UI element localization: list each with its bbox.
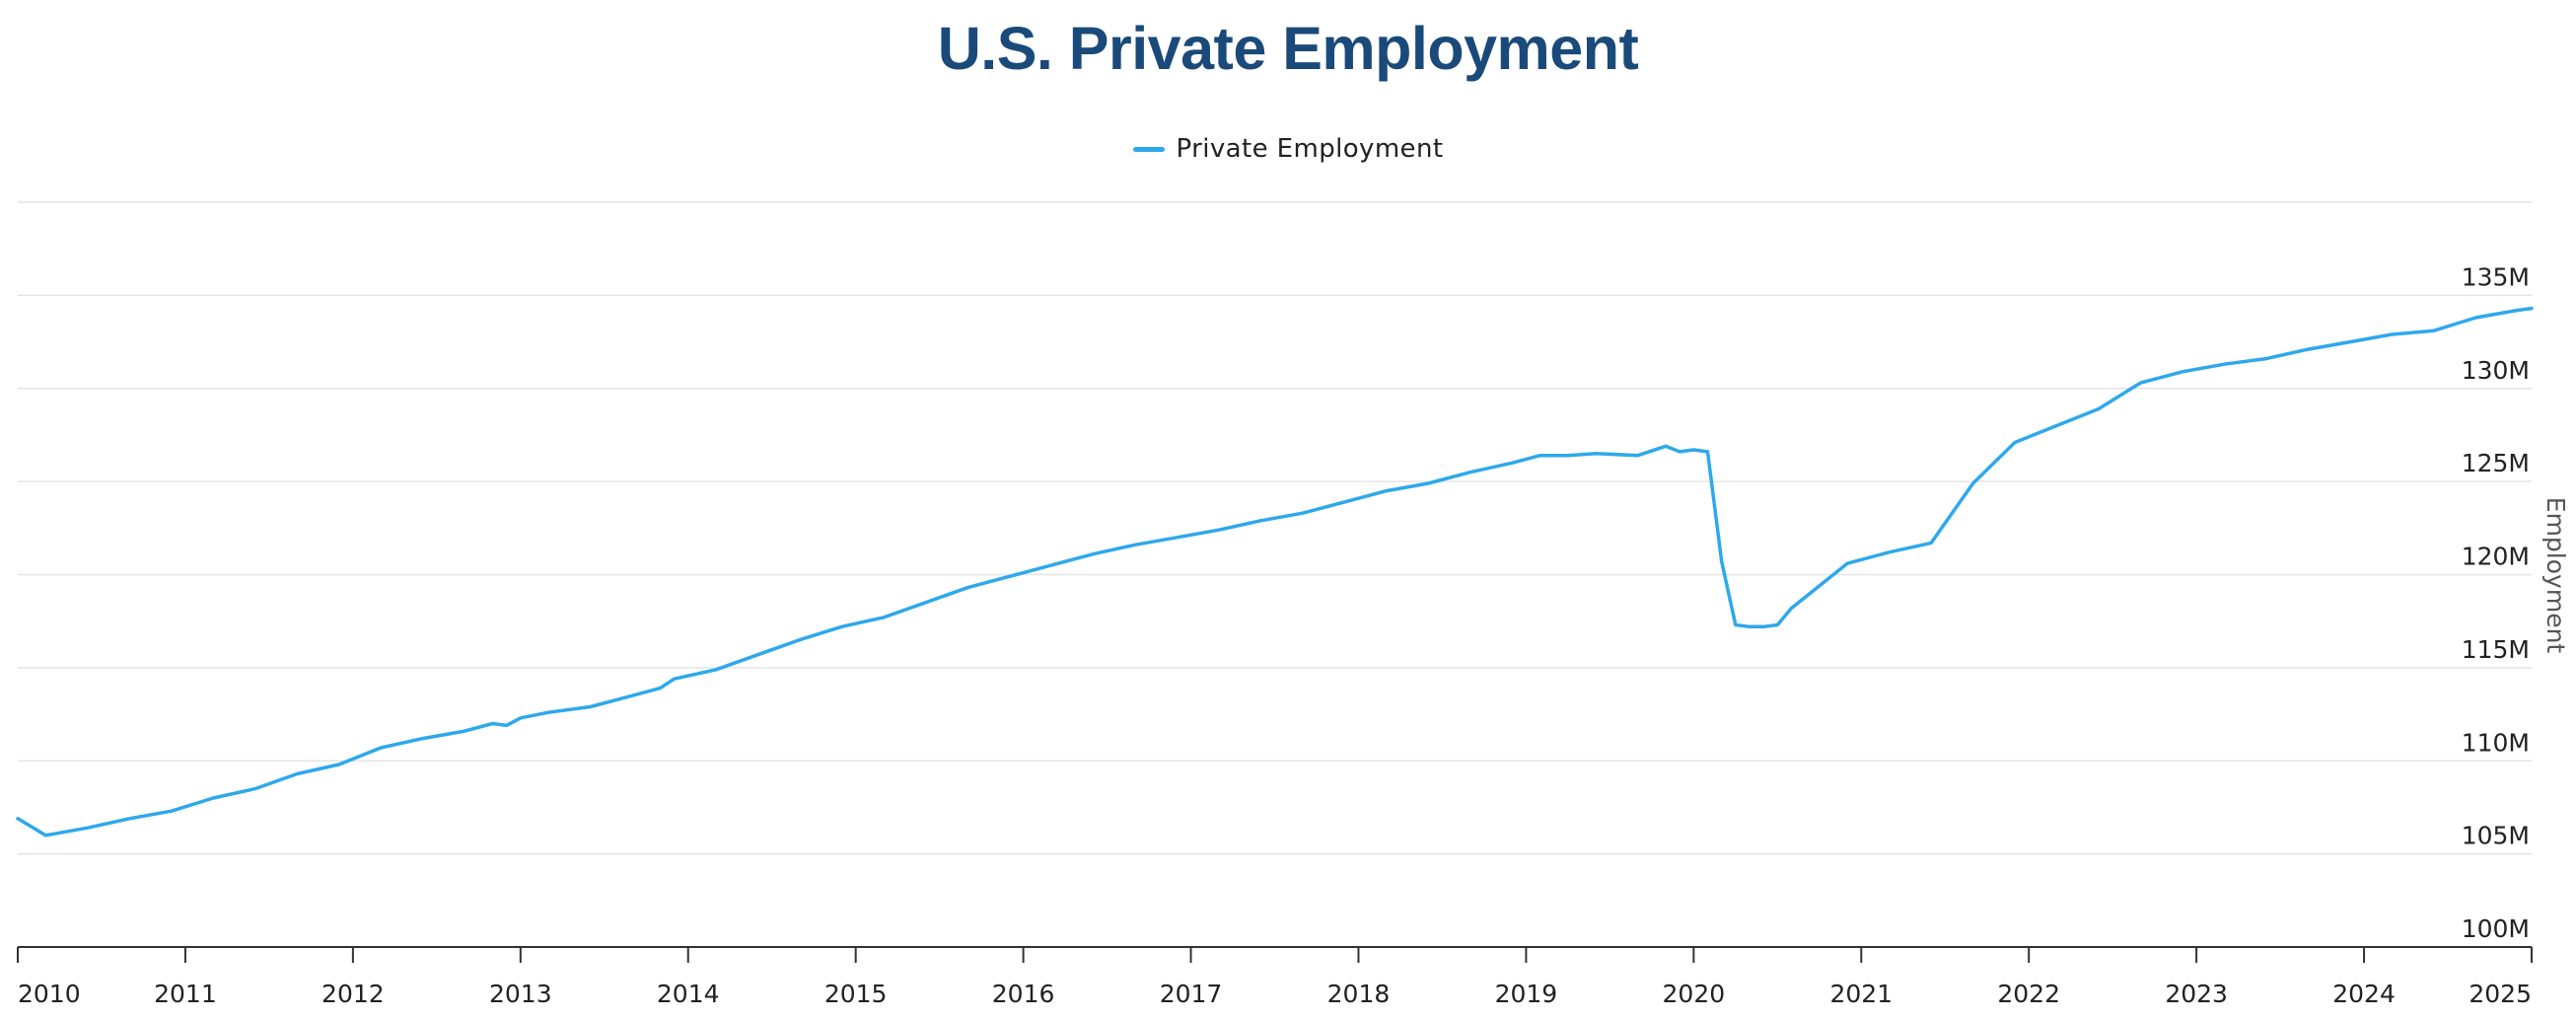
x-tick-label: 2017 <box>1160 980 1223 1008</box>
y-axis-title: Employment <box>2541 497 2570 654</box>
x-tick-label: 2012 <box>322 980 385 1008</box>
x-tick-label: 2024 <box>2332 980 2396 1008</box>
x-tick-label: 2021 <box>1829 980 1893 1008</box>
x-tick-label: 2020 <box>1663 980 1726 1008</box>
y-axis: 100M 105M 110M 115M 120M 125M 130M 135M <box>2462 262 2530 943</box>
y-tick-label: 100M <box>2462 914 2530 943</box>
gridlines <box>18 201 2532 855</box>
x-tick-label: 2010 <box>18 980 81 1008</box>
legend-swatch <box>1132 146 1165 152</box>
x-tick-label: 2025 <box>2469 980 2532 1008</box>
series-layer <box>16 306 2534 838</box>
y-tick-label: 120M <box>2462 543 2530 571</box>
x-tick-label: 2018 <box>1327 980 1391 1008</box>
x-tick-label: 2013 <box>489 980 552 1008</box>
x-tick-label: 2022 <box>1997 980 2060 1008</box>
y-tick-label: 125M <box>2462 449 2530 477</box>
y-tick-label: 105M <box>2462 822 2530 850</box>
x-tick-label: 2015 <box>824 980 888 1008</box>
y-tick-label: 110M <box>2462 728 2530 757</box>
y-tick-label: 130M <box>2462 356 2530 385</box>
y-tick-label: 135M <box>2462 262 2530 291</box>
x-tick-label: 2016 <box>992 980 1055 1008</box>
legend-label: Private Employment <box>1176 134 1444 164</box>
legend[interactable]: Private Employment <box>0 134 2576 164</box>
x-axis: 2010 2011 2012 2013 2014 2015 2016 2017 2018 2019… <box>17 946 2533 1008</box>
y-tick-label: 115M <box>2462 635 2530 664</box>
x-tick-label: 2014 <box>657 980 720 1008</box>
x-tick-label: 2023 <box>2165 980 2228 1008</box>
x-tick-label: 2019 <box>1495 980 1558 1008</box>
x-tick-label: 2011 <box>154 980 217 1008</box>
series-line-private-employment[interactable] <box>16 306 2534 838</box>
chart-title: U.S. Private Employment <box>937 15 1639 82</box>
